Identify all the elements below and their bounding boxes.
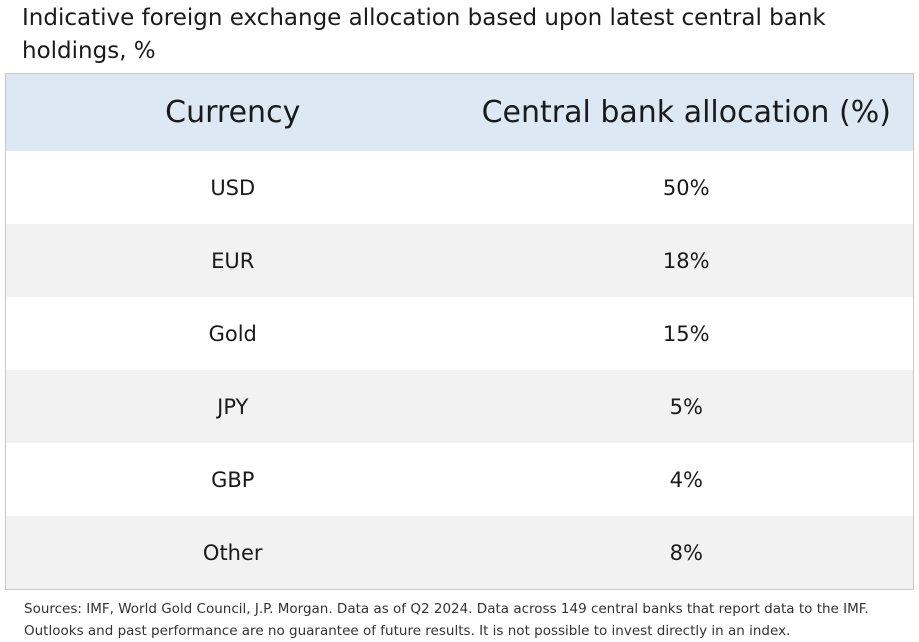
allocation-table: Currency Central bank allocation (%) USD 5… <box>5 73 914 590</box>
table-cell: Other <box>5 516 460 590</box>
table-cell: 50% <box>662 175 710 200</box>
table-body: USD 50% EUR 18% Gold 15% JPY 5% GBP 4% Other 8% <box>5 151 914 590</box>
column-header: Central bank allocation (%) <box>459 73 914 151</box>
table-cell: JPY <box>5 370 460 443</box>
table-cell: GBP <box>211 467 255 492</box>
table-cell: 5% <box>459 370 914 443</box>
footer: Sources: IMF, World Gold Council, J.P. M… <box>24 598 869 642</box>
table-cell: 15% <box>662 321 710 346</box>
table-cell: 4% <box>669 467 703 492</box>
table-row: Gold 15% <box>6 297 914 370</box>
table-row: JPY 5% <box>5 370 914 443</box>
footnote: Outlooks and past performance are no gua… <box>24 623 791 639</box>
title: Indicative foreign exchange allocation b… <box>22 5 826 64</box>
table-row: USD 50% <box>6 151 914 224</box>
table-cell: 8% <box>459 516 914 590</box>
table-cell: EUR <box>5 224 460 297</box>
table-cell: USD <box>210 175 256 200</box>
table-cell: Gold <box>208 321 257 346</box>
column-header: Currency <box>5 73 460 151</box>
table-row: EUR 18% <box>5 224 914 297</box>
header-row: Currency Central bank allocation (%) <box>5 73 914 151</box>
footnote: Sources: IMF, World Gold Council, J.P. M… <box>24 601 869 617</box>
table-row: Other 8% <box>5 516 914 590</box>
table-row: GBP 4% <box>6 443 914 516</box>
table-cell: 18% <box>459 224 914 297</box>
